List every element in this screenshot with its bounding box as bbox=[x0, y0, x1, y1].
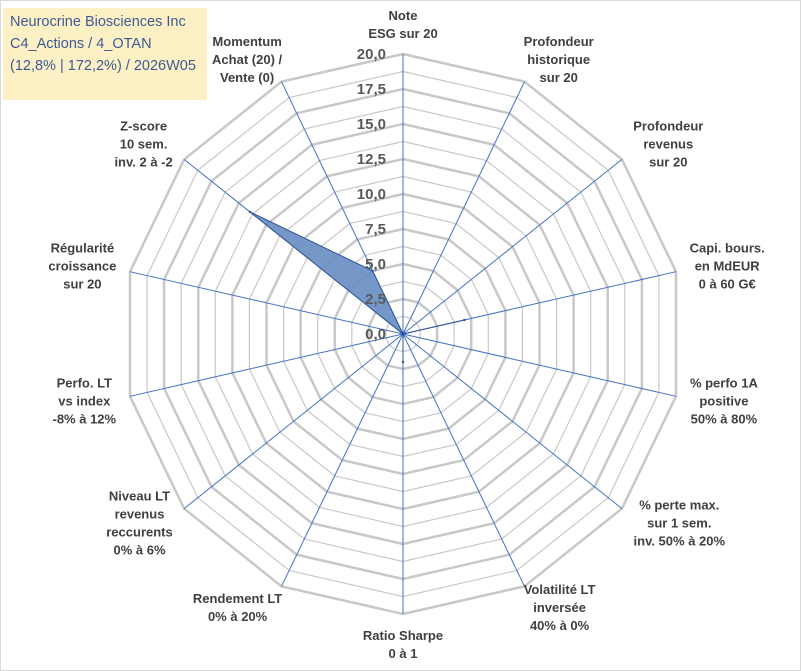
axis-label-line: Ratio Sharpe bbox=[363, 628, 443, 643]
radar-spoke bbox=[402, 333, 525, 587]
axis-label-line: Profondeur bbox=[524, 34, 594, 49]
axis-label: Momentum Achat (20) / Vente (0) bbox=[212, 34, 282, 85]
axis-label-line: Rendement LT bbox=[193, 591, 282, 606]
series-point bbox=[401, 332, 405, 336]
series-point bbox=[371, 269, 374, 273]
chart-title-box: Neurocrine Biosciences Inc C4_Actions / … bbox=[3, 8, 207, 100]
axis-label-line: Capi. bours. bbox=[690, 240, 765, 255]
series-point bbox=[401, 360, 405, 364]
axis-label-line: Perfo. LT bbox=[57, 376, 112, 391]
radar-series bbox=[248, 210, 466, 364]
tick-label: 10,0 bbox=[357, 186, 386, 203]
axis-label-line: 40% à 0% bbox=[530, 618, 590, 633]
axis-label-line: inv. 50% à 20% bbox=[634, 534, 726, 549]
axis-label: Note ESG sur 20 bbox=[368, 8, 437, 41]
axis-label-line: historique bbox=[527, 52, 590, 67]
tick-label: 20,0 bbox=[357, 46, 386, 63]
axis-label-line: reccurents bbox=[106, 525, 172, 540]
radar-spoke bbox=[402, 333, 623, 509]
axis-label-line: vs index bbox=[58, 394, 111, 409]
radar-spoke bbox=[183, 333, 404, 509]
series-point bbox=[463, 318, 466, 322]
axis-label: Profondeur revenus sur 20 bbox=[633, 119, 703, 170]
axis-label-line: Volatilité LT bbox=[524, 582, 596, 597]
axis-label-line: 10 sem. bbox=[120, 137, 168, 152]
axis-label-line: ESG sur 20 bbox=[368, 26, 437, 41]
radar-spoke bbox=[281, 333, 404, 587]
tick-label: 5,0 bbox=[365, 256, 386, 273]
axis-label: Volatilité LT inversée 40% à 0% bbox=[524, 582, 596, 633]
axis-label: Z-score 10 sem. inv. 2 à -2 bbox=[114, 119, 172, 170]
axis-label-line: sur 20 bbox=[540, 70, 578, 85]
axis-label-line: sur 20 bbox=[63, 276, 101, 291]
series-area bbox=[249, 211, 465, 362]
axis-label-line: 0 à 1 bbox=[389, 646, 418, 661]
axis-label: % perfo 1A positive 50% à 80% bbox=[690, 376, 759, 427]
tick-label: 17,5 bbox=[357, 81, 386, 98]
axis-label-line: Note bbox=[389, 8, 418, 23]
axis-label-line: inv. 2 à -2 bbox=[114, 155, 172, 170]
tick-label: 2,5 bbox=[365, 291, 386, 308]
axis-label-line: Achat (20) / bbox=[212, 52, 282, 67]
axis-label: Rendement LT 0% à 20% bbox=[193, 591, 282, 624]
tick-label: 15,0 bbox=[357, 116, 386, 133]
radar-spoke bbox=[402, 81, 525, 335]
axis-label: % perte max. sur 1 sem. inv. 50% à 20% bbox=[634, 498, 726, 549]
radar-axis-labels: Note ESG sur 20 Profondeur historique sur 20… bbox=[48, 8, 764, 661]
radar-spoke bbox=[402, 159, 623, 335]
axis-label-line: positive bbox=[699, 394, 748, 409]
axis-label-line: Profondeur bbox=[633, 119, 703, 134]
axis-label-line: Vente (0) bbox=[220, 70, 274, 85]
axis-label-line: en MdEUR bbox=[695, 258, 761, 273]
axis-label: Profondeur historique sur 20 bbox=[524, 34, 594, 85]
radar-spoke bbox=[129, 333, 404, 397]
axis-label-line: Momentum bbox=[212, 34, 281, 49]
tick-label: 0,0 bbox=[365, 326, 386, 343]
radar-spoke bbox=[129, 271, 404, 335]
axis-label: Régularité croissance sur 20 bbox=[48, 240, 116, 291]
chart-title-company: Neurocrine Biosciences Inc bbox=[10, 14, 186, 30]
axis-label: Perfo. LT vs index -8% à 12% bbox=[53, 376, 117, 427]
axis-label-line: 0% à 6% bbox=[113, 543, 165, 558]
axis-label-line: 50% à 80% bbox=[691, 412, 758, 427]
axis-label-line: 0 à 60 G€ bbox=[699, 276, 756, 291]
axis-label: Niveau LT revenus reccurents 0% à 6% bbox=[106, 489, 172, 558]
axis-label: Capi. bours. en MdEUR 0 à 60 G€ bbox=[690, 240, 765, 291]
axis-label-line: inversée bbox=[533, 600, 586, 615]
axis-label-line: % perte max. bbox=[639, 498, 719, 513]
chart-title-stats: (12,8% | 172,2%) / 2026W05 bbox=[10, 58, 196, 74]
axis-label-line: Z-score bbox=[120, 119, 167, 134]
axis-label-line: revenus bbox=[643, 137, 693, 152]
axis-label-line: revenus bbox=[115, 507, 165, 522]
axis-label: Ratio Sharpe 0 à 1 bbox=[363, 628, 443, 661]
axis-label-line: sur 1 sem. bbox=[647, 516, 711, 531]
axis-label-line: Régularité bbox=[51, 240, 115, 255]
series-point bbox=[248, 210, 251, 213]
tick-label: 7,5 bbox=[365, 221, 386, 238]
axis-label-line: 0% à 20% bbox=[208, 609, 268, 624]
tick-label: 12,5 bbox=[357, 151, 386, 168]
axis-label-line: croissance bbox=[48, 258, 116, 273]
radar-tick-labels: 0,0 2,5 5,0 7,5 10,0 12,5 15,0 17,5 20,0 bbox=[357, 46, 386, 343]
axis-label-line: Niveau LT bbox=[109, 489, 170, 504]
radar-spoke bbox=[402, 333, 677, 397]
axis-label-line: sur 20 bbox=[649, 155, 687, 170]
axis-label-line: -8% à 12% bbox=[53, 412, 117, 427]
axis-label-line: % perfo 1A bbox=[690, 376, 759, 391]
chart-title-category: C4_Actions / 4_OTAN bbox=[10, 36, 152, 52]
